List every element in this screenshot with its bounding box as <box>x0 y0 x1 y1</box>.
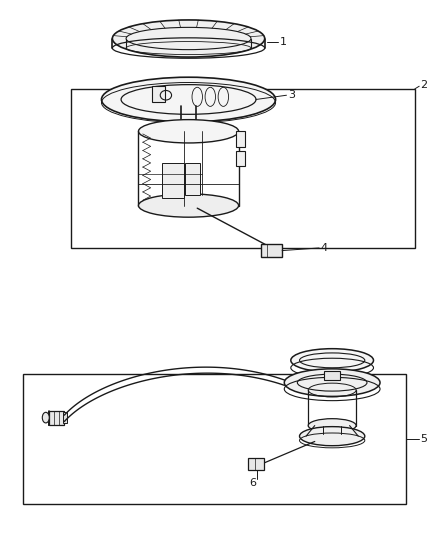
Text: 2: 2 <box>420 79 427 90</box>
Ellipse shape <box>138 119 239 143</box>
Ellipse shape <box>284 369 380 397</box>
Bar <box>49 411 64 424</box>
Bar <box>248 458 264 470</box>
Bar <box>63 413 67 423</box>
Bar <box>23 374 406 504</box>
Bar <box>162 163 184 198</box>
Ellipse shape <box>291 349 374 372</box>
Text: 3: 3 <box>288 90 295 100</box>
Text: 6: 6 <box>249 478 256 488</box>
Bar <box>261 244 282 257</box>
Bar <box>237 131 245 147</box>
Bar <box>185 163 200 195</box>
Ellipse shape <box>42 413 49 423</box>
Ellipse shape <box>300 426 365 446</box>
Text: 5: 5 <box>420 434 427 444</box>
Bar <box>237 151 245 166</box>
Ellipse shape <box>138 194 239 217</box>
Bar <box>71 89 415 248</box>
Ellipse shape <box>126 27 251 50</box>
Ellipse shape <box>102 77 276 122</box>
Bar <box>152 86 166 102</box>
Ellipse shape <box>308 419 356 432</box>
Text: 1: 1 <box>280 37 287 47</box>
Bar <box>324 371 340 381</box>
Ellipse shape <box>113 20 265 57</box>
Text: 4: 4 <box>321 243 328 253</box>
